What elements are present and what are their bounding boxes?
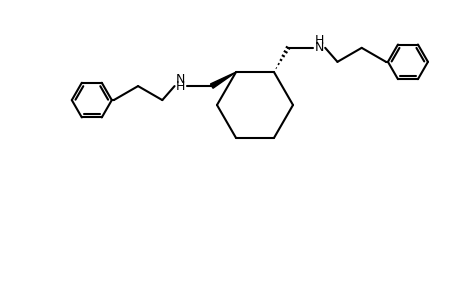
Text: N: N (175, 73, 185, 85)
Text: H: H (175, 80, 185, 93)
Text: N: N (314, 41, 323, 54)
Text: H: H (314, 34, 323, 47)
Polygon shape (210, 72, 235, 88)
